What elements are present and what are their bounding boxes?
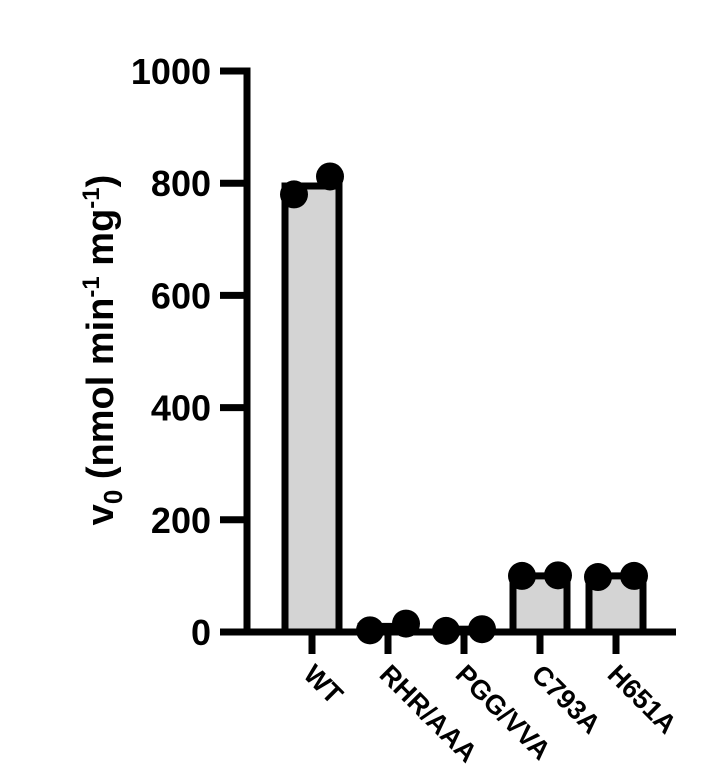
y-axis-title-sup1: -1 [78,276,105,297]
y-axis-title-main: v [80,504,122,525]
x-category-label: WT [298,659,349,710]
y-tick-label: 600 [151,275,211,316]
data-point [544,561,572,590]
x-category-label: H651A [602,659,683,740]
y-axis-title-middle: mg [80,209,122,277]
data-point [316,162,344,191]
y-axis-title-sup2: -1 [78,187,105,208]
y-tick-label: 200 [151,500,211,541]
y-tick-label: 400 [151,388,211,429]
y-axis-title-subscript: 0 [98,490,128,504]
y-axis-ticks: 0 200 400 600 800 1000 [131,51,247,653]
y-tick-label: 800 [151,163,211,204]
y-tick-label: 1000 [131,51,211,92]
bar [281,182,343,636]
y-axis-title-prefix: (nmol min [80,298,122,490]
y-tick-label: 0 [191,612,211,653]
y-axis-title: v0 (nmol min-1 mg-1) [78,175,128,526]
data-point [508,561,536,590]
data-point [280,180,308,209]
y-axis-title-suffix: ) [80,175,122,188]
bars [281,182,647,636]
data-point [620,561,648,590]
data-point [584,563,612,592]
